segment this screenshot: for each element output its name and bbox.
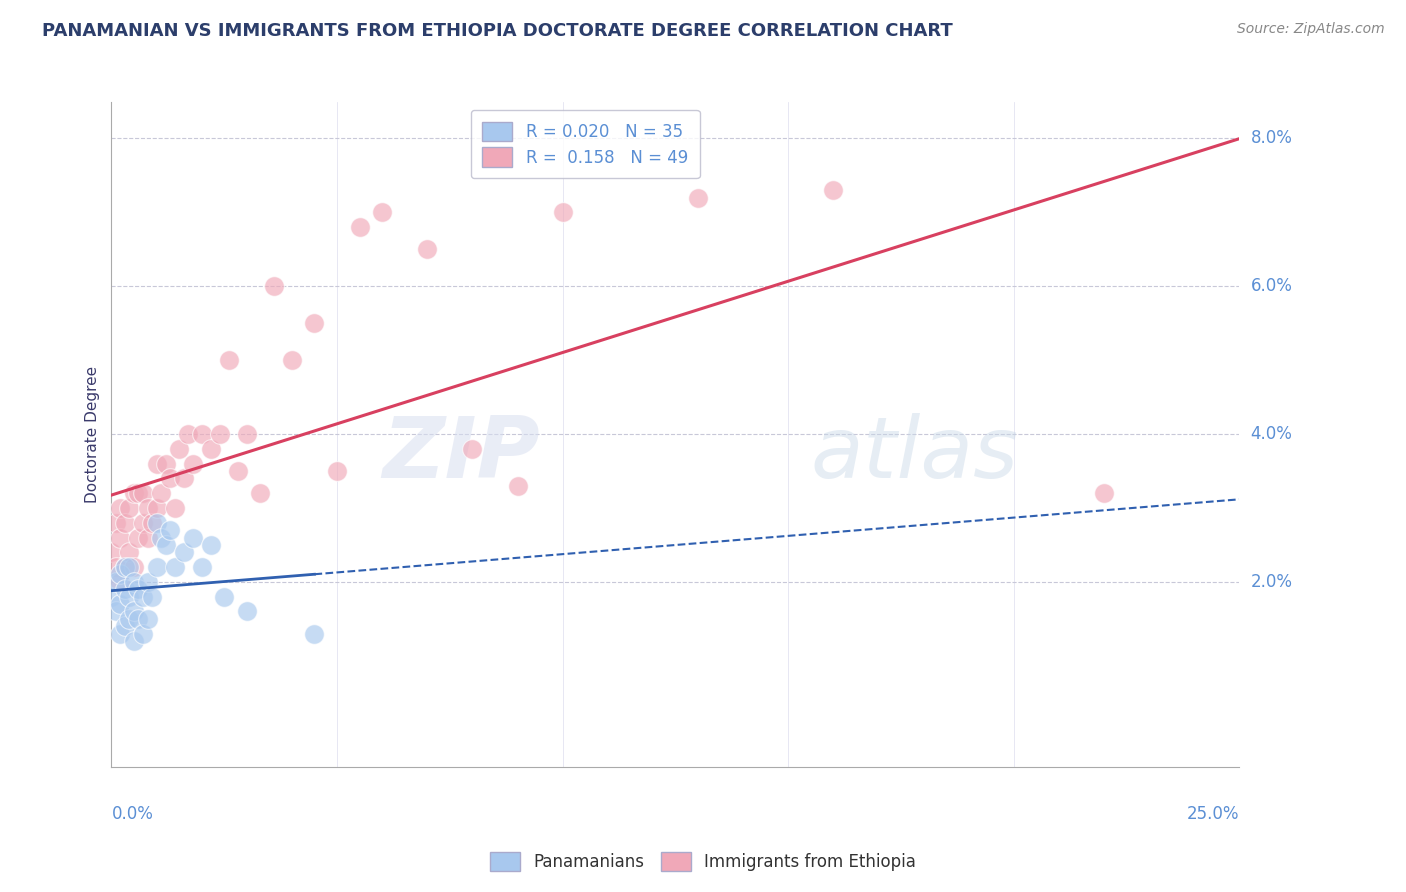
Point [114,560,136,574]
Point [145,500,167,515]
Point [461,442,484,456]
Point [163,560,186,574]
Point [212,590,235,604]
Text: ZIP: ZIP [382,412,540,496]
Point [304,316,326,330]
Point [110,500,132,515]
Point [208,427,231,442]
Point [181,531,204,545]
Point [122,604,145,618]
Point [118,590,141,604]
Point [118,545,141,559]
Text: 2.0%: 2.0% [1250,573,1292,591]
Point [132,516,155,530]
Legend: Panamanians, Immigrants from Ethiopia: Panamanians, Immigrants from Ethiopia [482,843,924,880]
Point [823,183,845,197]
Point [416,242,439,256]
Point [110,574,132,589]
Point [110,531,132,545]
Point [127,612,149,626]
Point [150,486,173,500]
Point [141,516,163,530]
Point [200,538,222,552]
Point [190,427,212,442]
Point [190,560,212,574]
Point [281,353,304,368]
Point [136,612,159,626]
Point [132,590,155,604]
Point [150,531,173,545]
Point [104,574,127,589]
Point [159,523,181,537]
Point [122,574,145,589]
Legend: R = 0.020   N = 35, R =  0.158   N = 49: R = 0.020 N = 35, R = 0.158 N = 49 [471,110,700,178]
Point [136,574,159,589]
Point [173,545,195,559]
Point [145,560,167,574]
Point [136,531,159,545]
Point [114,560,136,574]
Point [371,205,394,219]
Point [236,427,259,442]
Point [326,464,349,478]
Point [110,597,132,611]
Point [236,604,259,618]
Text: 6.0%: 6.0% [1250,277,1292,295]
Point [145,516,167,530]
Point [104,516,127,530]
Text: 8.0%: 8.0% [1250,129,1292,147]
Point [110,567,132,582]
Point [114,516,136,530]
Point [122,486,145,500]
Point [506,479,529,493]
Point [173,471,195,485]
Point [118,612,141,626]
Point [114,582,136,597]
Point [200,442,222,456]
Point [118,500,141,515]
Point [127,486,149,500]
Point [136,500,159,515]
Point [100,545,122,559]
Text: PANAMANIAN VS IMMIGRANTS FROM ETHIOPIA DOCTORATE DEGREE CORRELATION CHART: PANAMANIAN VS IMMIGRANTS FROM ETHIOPIA D… [42,22,953,40]
Point [155,538,177,552]
Point [551,205,574,219]
Y-axis label: Doctorate Degree: Doctorate Degree [86,366,100,502]
Point [304,626,326,640]
Text: 4.0%: 4.0% [1250,425,1292,443]
Point [218,353,240,368]
Point [163,500,186,515]
Text: 0.0%: 0.0% [111,805,153,823]
Point [249,486,271,500]
Point [122,560,145,574]
Point [141,590,163,604]
Point [100,590,122,604]
Point [118,560,141,574]
Point [114,619,136,633]
Point [226,464,249,478]
Point [159,471,181,485]
Point [104,604,127,618]
Point [132,626,155,640]
Point [686,191,709,205]
Text: 25.0%: 25.0% [1187,805,1240,823]
Point [155,457,177,471]
Point [104,560,127,574]
Text: Source: ZipAtlas.com: Source: ZipAtlas.com [1237,22,1385,37]
Point [177,427,200,442]
Point [167,442,190,456]
Point [127,531,149,545]
Text: atlas: atlas [811,412,1019,496]
Point [110,626,132,640]
Point [263,279,285,293]
Point [181,457,204,471]
Point [122,634,145,648]
Point [349,220,371,235]
Point [1092,486,1115,500]
Point [145,457,167,471]
Point [127,582,149,597]
Point [132,486,155,500]
